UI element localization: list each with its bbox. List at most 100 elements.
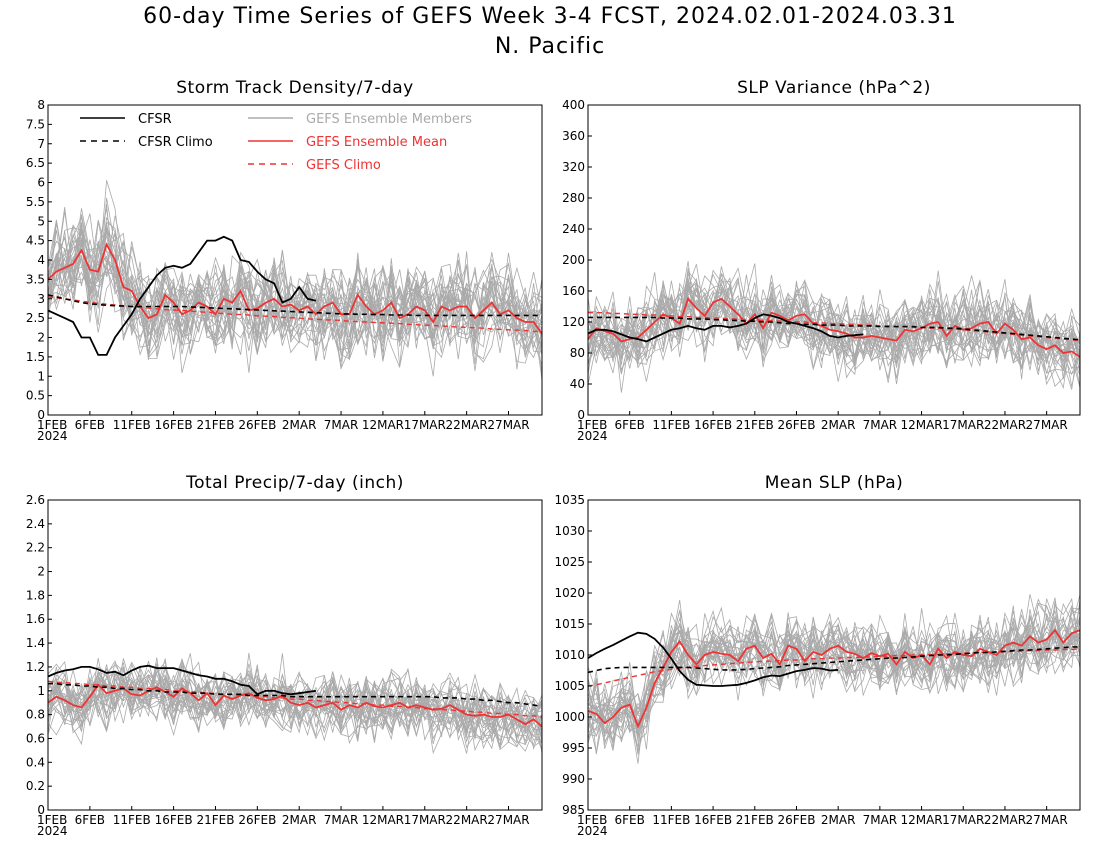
x-tick-label: 27MAR (487, 418, 529, 432)
ensemble-member-line (587, 616, 1081, 735)
x-tick-label: 26FEB (777, 418, 815, 432)
x-tick-label: 21FEB (736, 418, 774, 432)
ensemble-member-line (587, 263, 1081, 367)
ensemble-member-line (47, 677, 543, 747)
y-tick-label: 8 (37, 98, 45, 112)
y-tick-label: 1025 (554, 555, 585, 569)
ensemble-member-line (587, 599, 1081, 747)
y-tick-label: 6 (37, 176, 45, 190)
figure-title-line2: N. Pacific (494, 34, 606, 59)
x-tick-label: 27MAR (487, 813, 529, 827)
y-tick-label: 0.5 (26, 389, 45, 403)
x-tick-label: 11FEB (113, 813, 151, 827)
y-tick-label: 2.5 (26, 311, 45, 325)
x-tick-label: 16FEB (155, 813, 193, 827)
x-tick-label: 7MAR (863, 813, 898, 827)
y-tick-label: 1000 (554, 710, 585, 724)
series-cfsr (587, 313, 864, 343)
legend-label: GEFS Ensemble Mean (306, 135, 447, 150)
x-tick-label: 11FEB (652, 813, 690, 827)
y-tick-label: 2 (37, 565, 45, 579)
x-tick-label: 2MAR (821, 418, 856, 432)
y-tick-label: 7.5 (26, 117, 45, 131)
ensemble-member-line (47, 253, 543, 370)
x-tick-label: 26FEB (238, 418, 276, 432)
y-tick-label: 120 (562, 315, 585, 329)
x-tick-label: 11FEB (113, 418, 151, 432)
y-tick-label: 0 (37, 803, 45, 817)
x-tick-label: 12MAR (362, 418, 404, 432)
y-tick-label: 1.4 (26, 636, 45, 650)
x-tick-label: 1FEB (577, 418, 607, 432)
ensemble-member-line (587, 283, 1081, 367)
x-year-label: 2024 (577, 824, 608, 838)
panel-title: Total Precip/7-day (inch) (185, 473, 404, 493)
y-tick-label: 1035 (554, 493, 585, 507)
x-tick-label: 6FEB (75, 418, 105, 432)
plot-frame (587, 104, 1081, 416)
x-tick-label: 16FEB (155, 418, 193, 432)
y-tick-label: 4.5 (26, 234, 45, 248)
ensemble-members (587, 261, 1081, 393)
figure-title-line1: 60-day Time Series of GEFS Week 3-4 FCST… (143, 4, 957, 29)
x-tick-label: 1FEB (577, 813, 607, 827)
series-gefs-ensemble-mean (587, 628, 1081, 729)
x-tick-label: 7MAR (324, 418, 359, 432)
x-tick-label: 2MAR (821, 813, 856, 827)
y-tick-label: 1.8 (26, 588, 45, 602)
y-tick-label: 0.8 (26, 708, 45, 722)
panel-2: SLP Variance (hPa^2) 0 40 80 120 160 200 240 280… (562, 78, 1081, 443)
x-tick-label: 16FEB (694, 813, 732, 827)
ensemble-members (587, 594, 1081, 764)
ensemble-member-line (47, 658, 543, 751)
x-tick-label: 6FEB (615, 418, 645, 432)
x-tick-label: 21FEB (196, 813, 234, 827)
x-tick-label: 22MAR (446, 813, 488, 827)
legend-label: GEFS Climo (306, 158, 381, 173)
y-tick-label: 1030 (554, 524, 585, 538)
y-tick-label: 5 (37, 214, 45, 228)
y-tick-label: 400 (562, 98, 585, 112)
series-cfsr (47, 664, 317, 696)
x-tick-label: 2MAR (282, 418, 317, 432)
ensemble-member-line (47, 213, 543, 344)
ensemble-member-line (47, 227, 543, 354)
y-tick-label: 2 (37, 331, 45, 345)
y-tick-label: 1.6 (26, 612, 45, 626)
x-tick-label: 17MAR (942, 418, 984, 432)
ensemble-member-line (587, 598, 1081, 743)
series-gefs-ensemble-mean (47, 242, 543, 335)
y-tick-label: 40 (570, 377, 585, 391)
series-cfsr-climo (48, 682, 543, 708)
y-tick-label: 4 (37, 253, 45, 267)
x-year-label: 2024 (37, 824, 68, 838)
y-tick-label: 0.6 (26, 731, 45, 745)
y-tick-label: 240 (562, 222, 585, 236)
x-year-label: 2024 (37, 429, 68, 443)
panel-1: Storm Track Density/7-day 0 0.5 1 1.5 2 2.5 3 3.… (26, 78, 543, 443)
y-tick-label: 5.5 (26, 195, 45, 209)
x-tick-label: 12MAR (900, 813, 942, 827)
x-tick-label: 26FEB (777, 813, 815, 827)
x-tick-label: 22MAR (984, 813, 1026, 827)
x-tick-label: 7MAR (324, 813, 359, 827)
legend-label: CFSR Climo (138, 135, 213, 150)
series-cfsr (587, 631, 839, 687)
y-tick-label: 2.6 (26, 493, 45, 507)
x-tick-label: 22MAR (984, 418, 1026, 432)
ensemble-member-line (587, 272, 1081, 369)
y-tick-label: 1015 (554, 617, 585, 631)
x-tick-label: 11FEB (652, 418, 690, 432)
y-tick-label: 80 (570, 346, 585, 360)
legend-label: GEFS Ensemble Members (306, 112, 472, 127)
x-tick-label: 6FEB (615, 813, 645, 827)
x-tick-label: 2MAR (282, 813, 317, 827)
series-cfsr-climo (588, 316, 1081, 341)
y-tick-label: 1005 (554, 679, 585, 693)
plot-frame (47, 499, 543, 811)
x-tick-label: 17MAR (404, 418, 446, 432)
ensemble-member-line (587, 285, 1081, 381)
ensemble-member-line (587, 282, 1081, 372)
y-tick-label: 1.2 (26, 660, 45, 674)
y-tick-label: 0 (577, 408, 585, 422)
